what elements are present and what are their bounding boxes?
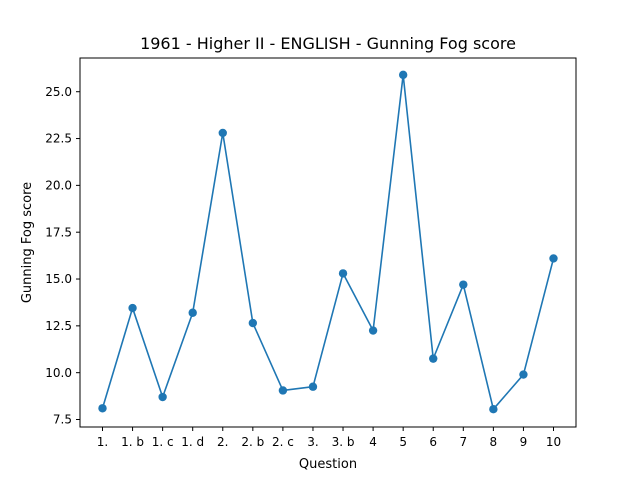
y-tick-label: 12.5 — [45, 319, 72, 333]
data-point — [398, 70, 408, 80]
data-point — [98, 404, 107, 413]
data-point — [489, 405, 498, 414]
x-tick-label: 2. — [217, 435, 228, 449]
data-point — [158, 392, 167, 402]
data-point — [519, 370, 528, 379]
data-point — [368, 326, 378, 335]
x-tick-label: 5 — [399, 435, 407, 449]
data-point — [188, 308, 197, 317]
x-axis-label: Question — [299, 457, 357, 472]
y-axis-label: Gunning Fog score — [20, 182, 35, 303]
x-tick-label: 1. d — [181, 435, 204, 449]
x-tick-label: 1. c — [152, 435, 174, 449]
y-tick-label: 25.0 — [45, 85, 72, 99]
x-tick-label: 1. — [97, 435, 108, 449]
x-tick-label: 8 — [490, 435, 498, 449]
data-point — [248, 318, 258, 328]
data-point — [549, 254, 558, 263]
x-tick-label: 10 — [546, 435, 561, 449]
x-tick-label: 3. b — [332, 435, 355, 449]
y-tick-label: 15.0 — [45, 272, 72, 286]
x-tick-label: 2. c — [272, 435, 294, 449]
x-tick-label: 6 — [429, 435, 437, 449]
x-tick-label: 2. b — [241, 435, 264, 449]
y-tick-label: 7.5 — [53, 413, 72, 427]
y-tick-label: 17.5 — [45, 225, 72, 239]
x-tick-label: 9 — [520, 435, 528, 449]
x-tick-label: 7 — [459, 435, 467, 449]
axes-frame — [79, 57, 577, 428]
data-point — [308, 382, 318, 391]
y-tick-label: 22.5 — [45, 132, 72, 146]
x-tick-label: 4 — [369, 435, 377, 449]
series-layer — [98, 70, 558, 414]
series-line — [101, 74, 555, 411]
y-tick-label: 20.0 — [45, 179, 72, 193]
data-point — [278, 386, 288, 395]
chart-title: 1961 - Higher II - ENGLISH - Gunning Fog… — [140, 34, 516, 53]
x-tick-label: 1. b — [121, 435, 144, 449]
data-point — [459, 280, 468, 289]
data-point — [128, 303, 137, 313]
y-tick-label: 10.0 — [45, 366, 72, 380]
data-point — [429, 354, 438, 363]
x-axis: 1. 1. b 1. c 1. d 2. 2. b 2. c 3. 3. b 4 5 6 7 8 9 10 — [97, 427, 561, 449]
data-point — [338, 269, 348, 278]
plot-area — [79, 57, 577, 428]
x-tick-label: 3. — [307, 435, 318, 449]
data-point — [218, 128, 227, 138]
y-axis: 7.5 10.0 12.5 15.0 17.5 20.0 22.5 25.0 — [45, 85, 80, 427]
